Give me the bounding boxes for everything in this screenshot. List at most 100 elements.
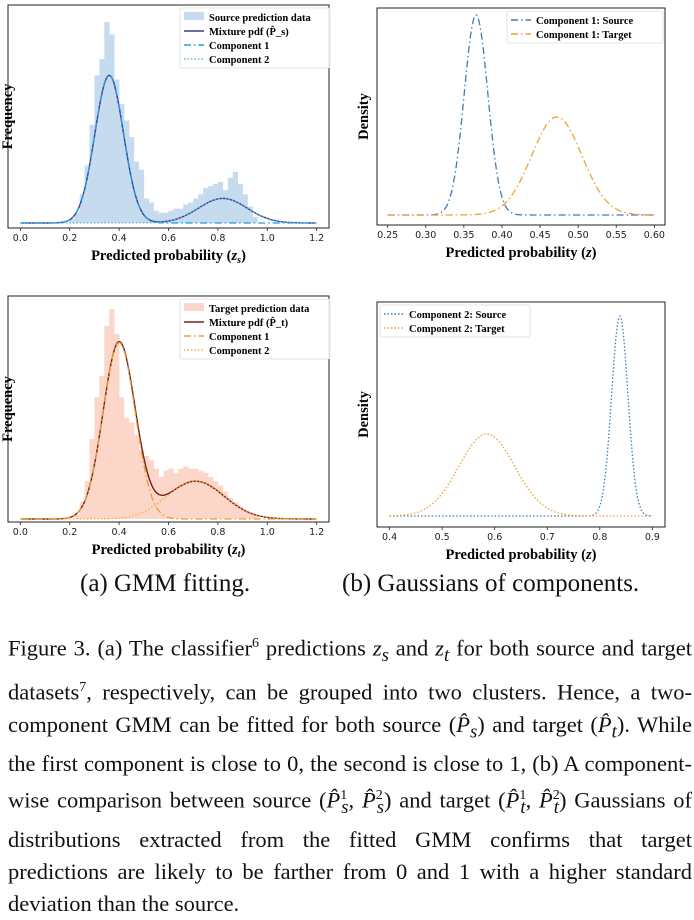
caption-text: ). While the first component is close to… — [8, 711, 692, 813]
histogram-bar — [124, 418, 130, 519]
histogram-bar — [212, 481, 219, 519]
histogram-bar — [203, 472, 209, 519]
legend-label: Mixture pdf (P̂_t) — [209, 316, 289, 329]
caption-text: and — [388, 635, 436, 661]
math-var: z — [372, 635, 382, 661]
x-tick-label: 0.0 — [13, 233, 28, 244]
histogram-bar — [173, 472, 179, 519]
chart-2: 0.25 0.30 0.35 0.40 0.45 0.50 0.55 0.60 Predicte… — [356, 7, 666, 261]
component-curve — [387, 116, 655, 216]
x-tick-label: 0.4 — [112, 527, 127, 538]
histogram-bar — [84, 481, 90, 519]
x-axis-label: Predicted probability (zs) — [91, 248, 246, 266]
x-axis-label-end: ) — [241, 542, 246, 558]
component-curve — [389, 433, 653, 517]
x-tick-label: 1.0 — [260, 527, 275, 538]
histogram-bar — [178, 208, 184, 223]
x-axis-label-text: Predicted probability ( — [92, 542, 233, 558]
legend-swatch — [184, 12, 204, 20]
x-tick-label: 1.0 — [260, 233, 275, 244]
plot-frame — [376, 301, 666, 528]
footnote-mark: 6 — [252, 636, 260, 651]
footnote-mark: 7 — [79, 680, 87, 695]
histogram-bar — [94, 75, 100, 224]
x-tick-label: 0.45 — [529, 230, 550, 241]
math-sub: s — [469, 721, 478, 742]
histogram-bar — [104, 325, 110, 519]
legend-label: Component 1: Target — [536, 30, 632, 41]
x-axis-label-sub: s — [236, 255, 241, 266]
histogram-bar — [69, 218, 75, 223]
x-tick-label: 1.2 — [309, 233, 324, 244]
histogram-bar — [143, 456, 150, 519]
histogram-bar — [109, 34, 115, 224]
component-curve — [20, 341, 317, 520]
histogram-bar — [158, 477, 164, 519]
math-var: P̂ — [505, 787, 520, 813]
x-tick-label: 0.60 — [644, 230, 665, 241]
histogram-bar — [252, 514, 258, 519]
histogram-bar — [138, 169, 145, 223]
histogram-bar — [242, 510, 248, 519]
histogram-bar — [114, 79, 120, 223]
x-axis-label-sub: t — [238, 549, 242, 560]
legend-label: Target prediction data — [209, 304, 310, 315]
histogram-bar — [198, 194, 204, 223]
histogram-bar — [232, 171, 238, 223]
legend-label: Source prediction data — [209, 13, 311, 24]
math-sub: t — [553, 797, 559, 818]
x-axis-label-var: z — [231, 248, 238, 264]
x-tick-label: 0.25 — [377, 230, 398, 241]
legend: Component 1: Source Component 1: Target — [506, 10, 664, 44]
caption-text: , — [348, 787, 362, 813]
y-axis-label: Density — [356, 390, 372, 437]
legend-label: Component 2 — [209, 55, 269, 66]
histogram-bar — [114, 334, 120, 519]
histogram-bar — [99, 59, 105, 223]
math-sup: 2 — [552, 788, 560, 803]
histogram-bar — [99, 376, 105, 519]
histogram-bar — [208, 186, 214, 223]
histogram-bar — [173, 208, 179, 223]
component-curve — [389, 315, 653, 517]
x-tick-label: 0.4 — [382, 532, 397, 543]
y-axis-label: Density — [356, 92, 372, 139]
math-var: P̂ — [539, 787, 553, 813]
legend-swatch — [184, 303, 204, 311]
x-tick-label: 0.2 — [62, 233, 77, 244]
legend-label: Component 2 — [209, 346, 269, 357]
x-axis-label-end: ) — [592, 245, 597, 261]
x-axis-label: Predicted probability (zt) — [92, 542, 246, 560]
x-tick-label: 0.30 — [415, 230, 436, 241]
legend-label: Component 1 — [209, 332, 269, 343]
histogram-bar — [124, 120, 130, 223]
caption-label: Figure 3. — [8, 635, 91, 661]
histogram-bar — [148, 202, 154, 223]
chart-3: 0.0 0.2 0.4 0.6 0.8 1.0 1.2 Predicted probabili… — [0, 295, 331, 560]
x-tick-label: 0.6 — [161, 527, 176, 538]
histogram-bar — [247, 512, 253, 519]
x-axis-label-text: Predicted probability ( — [446, 245, 587, 261]
legend-label: Component 1 — [209, 41, 269, 52]
component-curve — [20, 74, 317, 224]
caption-text: for both source and target datasets — [8, 635, 692, 705]
histogram-bar — [79, 502, 85, 519]
x-tick-label: 0.8 — [592, 532, 607, 543]
histogram-bar — [138, 449, 145, 519]
y-axis-label: Frequency — [0, 375, 16, 442]
x-tick-label: 0.0 — [13, 527, 28, 538]
histogram-bar — [119, 397, 125, 519]
caption-text: ) Gaussians of distributions extracted f… — [8, 787, 692, 917]
histogram-bar — [163, 212, 169, 223]
caption-text: (a) The classifier — [90, 635, 253, 661]
x-tick-label: 0.6 — [487, 532, 502, 543]
math-sup: 1 — [519, 788, 527, 803]
histogram-bar — [74, 514, 80, 519]
legend-box — [506, 10, 664, 44]
math-sub: s — [376, 797, 384, 818]
legend-box — [379, 304, 531, 338]
chart-4: 0.4 0.5 0.6 0.7 0.8 0.9 Predicted probability … — [356, 301, 666, 563]
histogram-bar — [158, 212, 164, 223]
x-axis-label-end: ) — [592, 547, 597, 563]
x-axis-label-var: z — [585, 547, 592, 563]
